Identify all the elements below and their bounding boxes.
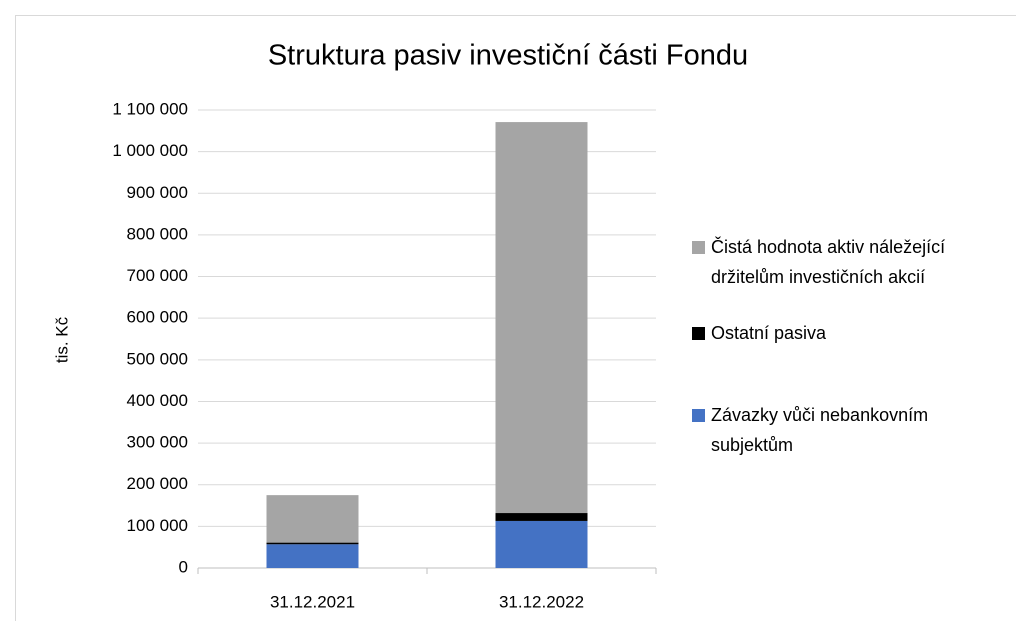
- bar-segment: [266, 495, 359, 543]
- bar-segment: [495, 122, 588, 514]
- bar-segment: [266, 544, 359, 568]
- y-tick-label: 100 000: [127, 516, 188, 535]
- y-tick-label: 400 000: [127, 391, 188, 410]
- legend-item: Čistá hodnota aktiv náležející držitelům…: [692, 232, 1002, 292]
- bar-segment: [495, 520, 588, 568]
- chart-border: [15, 15, 1016, 621]
- x-tick-label: 31.12.2022: [499, 592, 584, 611]
- y-tick-label: 300 000: [127, 433, 188, 452]
- y-tick-label: 700 000: [127, 266, 188, 285]
- y-tick-label: 600 000: [127, 308, 188, 327]
- x-tick-label: 31.12.2021: [270, 592, 355, 611]
- y-tick-label: 0: [179, 557, 188, 576]
- chart-title: Struktura pasiv investiční části Fondu: [268, 40, 748, 72]
- legend-item: Závazky vůči nebankovním subjektům: [692, 400, 1002, 460]
- y-tick-label: 1 100 000: [112, 99, 188, 118]
- y-axis-label: tis. Kč: [52, 316, 71, 363]
- y-tick-label: 1 000 000: [112, 141, 188, 160]
- bar-segment: [266, 542, 359, 545]
- y-tick-label: 800 000: [127, 224, 188, 243]
- legend-label: Ostatní pasiva: [711, 323, 827, 343]
- y-tick-label: 900 000: [127, 183, 188, 202]
- legend-swatch: [692, 327, 705, 340]
- legend-swatch: [692, 409, 705, 422]
- y-tick-label: 500 000: [127, 349, 188, 368]
- y-tick-label: 200 000: [127, 474, 188, 493]
- bar-segment: [495, 513, 588, 521]
- legend-item: Ostatní pasiva: [692, 318, 1002, 348]
- legend-label: Čistá hodnota aktiv náležející držitelům…: [711, 237, 946, 287]
- legend-swatch: [692, 241, 705, 254]
- legend-label: Závazky vůči nebankovním subjektům: [711, 405, 929, 455]
